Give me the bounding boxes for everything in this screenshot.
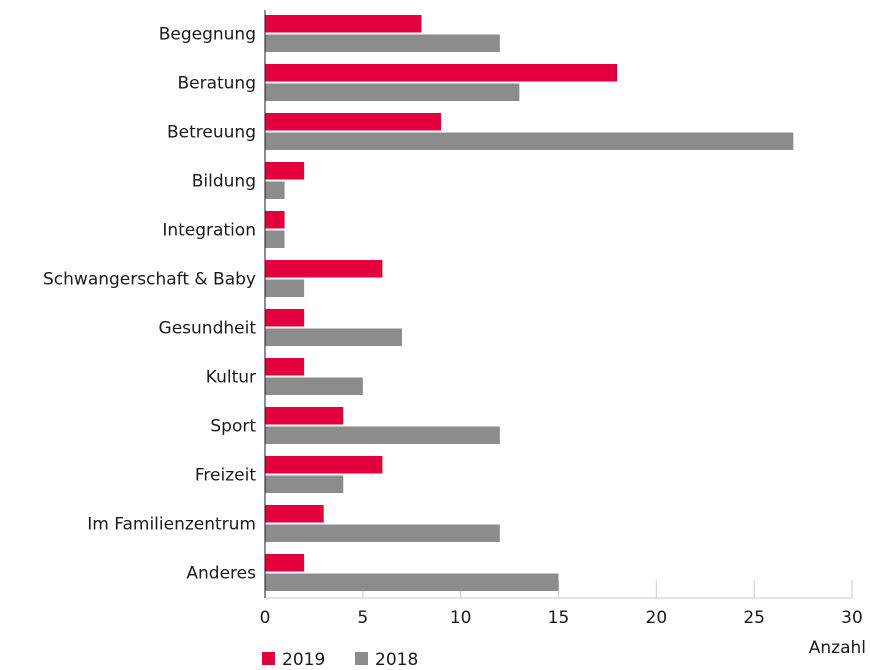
bar [265, 358, 305, 376]
bar [265, 456, 383, 474]
bar [265, 524, 500, 542]
y-tick-label: Freizeit [195, 466, 256, 486]
bar [265, 426, 500, 444]
bar [265, 211, 285, 229]
y-tick-label: Integration [162, 221, 256, 241]
y-tick-label: Sport [210, 417, 256, 437]
bar [265, 377, 363, 395]
y-tick-label: Betreuung [167, 123, 256, 143]
bar [265, 64, 618, 82]
legend-label: 2019 [282, 650, 325, 670]
x-tick-label: 10 [450, 608, 472, 628]
y-tick-label: Gesundheit [159, 319, 257, 339]
y-tick-label: Bildung [192, 172, 256, 192]
y-tick-label: Im Familienzentrum [87, 515, 256, 535]
bar [265, 279, 305, 297]
bar [265, 475, 344, 493]
bar [265, 328, 402, 346]
x-tick-label: 25 [743, 608, 765, 628]
legend-swatch [262, 652, 275, 665]
bar [265, 505, 324, 523]
bar [265, 34, 500, 52]
bar [265, 113, 442, 131]
x-tick-label: 30 [841, 608, 863, 628]
bar [265, 260, 383, 278]
x-tick-label: 20 [646, 608, 668, 628]
y-tick-label: Kultur [206, 368, 256, 388]
bar [265, 162, 305, 180]
bar [265, 181, 285, 199]
bar [265, 230, 285, 248]
bar [265, 407, 344, 425]
bar [265, 309, 305, 327]
x-tick-label: 15 [548, 608, 570, 628]
legend-swatch [355, 652, 368, 665]
y-tick-label: Beratung [177, 74, 256, 94]
y-tick-label: Begegnung [159, 25, 256, 45]
y-tick-label: Anderes [186, 564, 256, 584]
bar [265, 15, 422, 33]
bar [265, 83, 520, 101]
bar [265, 573, 559, 591]
legend-label: 2018 [375, 650, 418, 670]
x-tick-label: 5 [357, 608, 368, 628]
y-tick-label: Schwangerschaft & Baby [43, 270, 256, 290]
bar [265, 554, 305, 572]
x-tick-label: 0 [260, 608, 271, 628]
bar [265, 132, 794, 150]
x-axis-label: Anzahl [809, 638, 866, 658]
